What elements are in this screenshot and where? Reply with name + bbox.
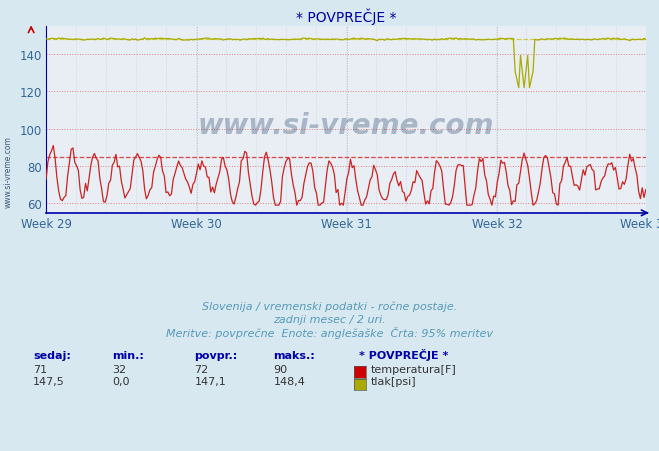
Text: 148,4: 148,4 (273, 376, 305, 386)
Text: sedaj:: sedaj: (33, 350, 71, 360)
Text: * POVPREČJE *: * POVPREČJE * (359, 349, 449, 360)
Text: 147,1: 147,1 (194, 376, 226, 386)
Text: 32: 32 (112, 364, 126, 374)
Text: 0,0: 0,0 (112, 376, 130, 386)
Text: 90: 90 (273, 364, 287, 374)
Text: temperatura[F]: temperatura[F] (370, 364, 456, 374)
Text: maks.:: maks.: (273, 350, 315, 360)
Text: Meritve: povprečne  Enote: anglešaške  Črta: 95% meritev: Meritve: povprečne Enote: anglešaške Črt… (166, 326, 493, 338)
Text: 71: 71 (33, 364, 47, 374)
Text: zadnji mesec / 2 uri.: zadnji mesec / 2 uri. (273, 314, 386, 324)
Text: 72: 72 (194, 364, 209, 374)
Text: povpr.:: povpr.: (194, 350, 238, 360)
Title: * POVPREČJE *: * POVPREČJE * (296, 8, 396, 24)
Text: www.si-vreme.com: www.si-vreme.com (3, 135, 13, 207)
Text: min.:: min.: (112, 350, 144, 360)
Text: Slovenija / vremenski podatki - ročne postaje.: Slovenija / vremenski podatki - ročne po… (202, 300, 457, 311)
Text: tlak[psi]: tlak[psi] (370, 376, 416, 386)
Text: 147,5: 147,5 (33, 376, 65, 386)
Text: www.si-vreme.com: www.si-vreme.com (198, 112, 494, 140)
